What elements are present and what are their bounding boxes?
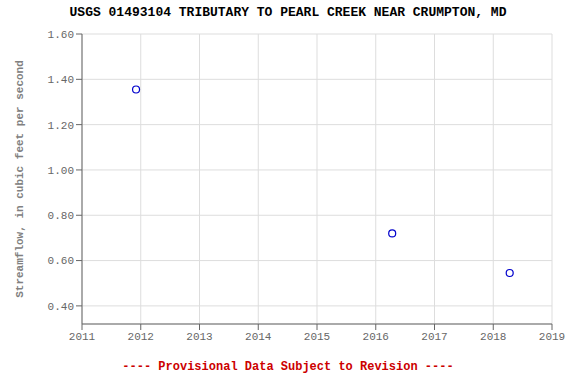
svg-text:2013: 2013: [186, 331, 212, 343]
html-text:USGS 01493104 TRIBUTARY TO PEA: USGS 01493104 TRIBUTARY TO PEARL CREEK N…: [69, 5, 507, 20]
svg-text:2019: 2019: [539, 331, 565, 343]
svg-text:Streamflow, in cubic feet per: Streamflow, in cubic feet per second: [14, 60, 26, 298]
svg-text:1.00: 1.00: [48, 165, 74, 177]
svg-text:2017: 2017: [421, 331, 447, 343]
svg-text:0.40: 0.40: [48, 301, 74, 313]
svg-text:0.60: 0.60: [48, 255, 74, 267]
svg-text:2015: 2015: [304, 331, 330, 343]
svg-text:1.20: 1.20: [48, 120, 74, 132]
svg-text:2012: 2012: [128, 331, 154, 343]
svg-text:2016: 2016: [363, 331, 389, 343]
svg-text:2018: 2018: [480, 331, 506, 343]
svg-text:1.60: 1.60: [48, 29, 74, 41]
svg-text:1.40: 1.40: [48, 74, 74, 86]
html-text:---- Provisional Data Subject: ---- Provisional Data Subject to Revisio…: [122, 360, 454, 374]
svg-text:2014: 2014: [245, 331, 272, 343]
svg-text:2011: 2011: [69, 331, 96, 343]
svg-text:0.80: 0.80: [48, 210, 74, 222]
